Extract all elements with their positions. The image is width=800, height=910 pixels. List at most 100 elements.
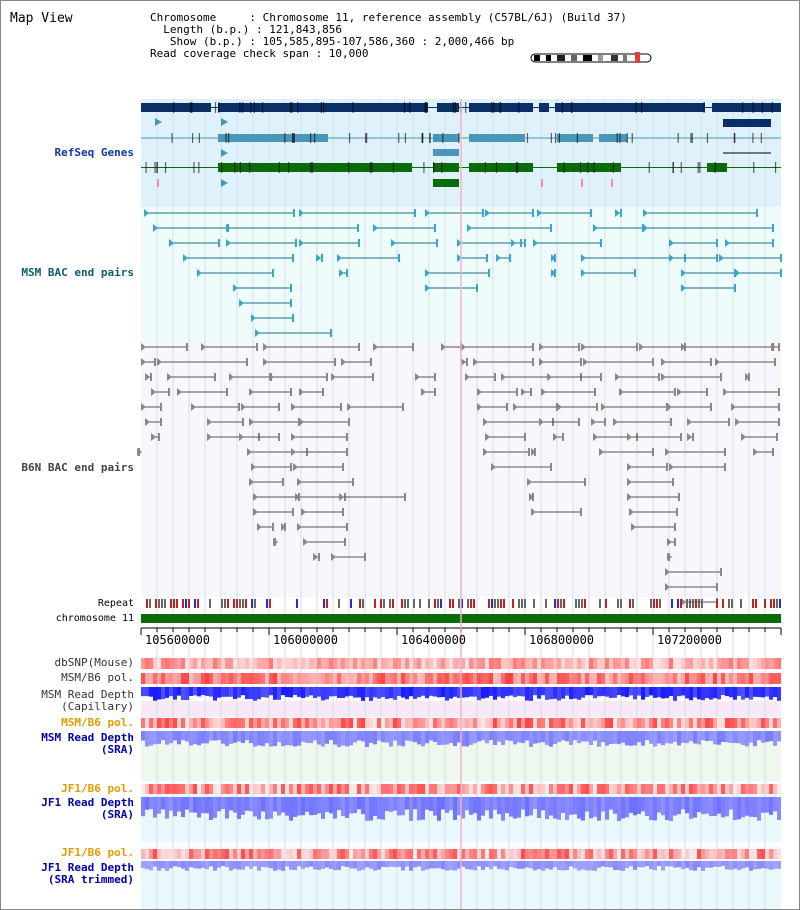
heat-cell (633, 718, 637, 728)
bac-end (550, 463, 552, 471)
repeat-element (269, 599, 271, 608)
depth-bar (141, 731, 145, 741)
heat-cell (437, 658, 441, 669)
heat-cell (293, 673, 297, 684)
depth-bar (225, 731, 229, 747)
depth-bar (197, 687, 201, 697)
heat-cell (537, 658, 541, 669)
gene-marker (581, 179, 583, 187)
depth-bar (301, 731, 305, 742)
heat-cell (541, 784, 545, 794)
bac-end (318, 553, 320, 561)
heat-cell (533, 849, 537, 859)
depth-bar (685, 731, 689, 744)
heat-cell (377, 784, 381, 794)
heat-cell (725, 718, 729, 728)
heat-cell (417, 658, 421, 669)
b6n-bac-track[interactable] (137, 343, 780, 606)
repeat-track[interactable] (146, 599, 781, 608)
heat-cell (649, 658, 653, 669)
refseq-genes-track[interactable] (141, 102, 781, 187)
bac-end (539, 343, 544, 351)
exon-tick (320, 102, 322, 113)
heat-cell (293, 849, 297, 859)
heat-cell (761, 784, 765, 794)
heat-cell (553, 658, 557, 669)
depth-bar (305, 797, 309, 812)
repeat-element (407, 599, 409, 608)
heat-cell (241, 658, 245, 669)
depth-bar (241, 687, 245, 696)
heat-cell (669, 673, 673, 684)
depth-bar (725, 861, 729, 870)
heat-cell (701, 658, 705, 669)
heat-cell (637, 718, 641, 728)
msm-b6-pol-label-2: MSM/B6 pol. (61, 716, 134, 729)
heat-cell (393, 784, 397, 794)
depth-bar (445, 731, 449, 745)
heat-cell (297, 658, 301, 669)
depth-bar (241, 861, 245, 870)
heat-cell (485, 784, 489, 794)
chromosome-ideogram[interactable] (530, 52, 652, 63)
depth-bar (577, 861, 581, 871)
heat-cell (469, 658, 473, 669)
msm-bac-track[interactable] (144, 209, 782, 337)
heat-cell (341, 673, 345, 684)
bac-end (337, 254, 342, 262)
bac-end (229, 373, 234, 381)
depth-bar (321, 731, 325, 747)
depth-bar (621, 687, 625, 697)
b6n-bac-label[interactable]: B6N BAC end pairs (21, 461, 134, 474)
depth-bar (601, 687, 605, 696)
depth-bar (165, 731, 169, 745)
bac-end (772, 239, 774, 247)
heat-cell (669, 849, 673, 859)
heat-cell (613, 673, 617, 684)
depth-bar (329, 731, 333, 741)
bac-end (290, 284, 292, 292)
depth-bar (341, 797, 345, 816)
heat-cell (577, 784, 581, 794)
depth-bar (433, 861, 437, 869)
depth-bar (729, 731, 733, 743)
bac-end (634, 269, 636, 277)
depth-bar (261, 731, 265, 747)
heat-cell (505, 658, 509, 669)
heat-cell (617, 849, 621, 859)
depth-bar (265, 687, 269, 698)
depth-bar (189, 731, 193, 746)
heatmap-tracks[interactable] (141, 658, 781, 859)
heat-cell (425, 849, 429, 859)
heat-cell (741, 658, 745, 669)
depth-tracks[interactable] (141, 687, 781, 871)
bac-end (524, 239, 526, 247)
repeat-element (194, 599, 196, 608)
heat-cell (401, 849, 405, 859)
depth-bar (289, 731, 293, 746)
heat-cell (453, 784, 457, 794)
heat-cell (541, 673, 545, 684)
depth-bar (637, 687, 641, 696)
heat-cell (353, 658, 357, 669)
bac-end (551, 254, 556, 262)
refseq-genes-label[interactable]: RefSeq Genes (54, 146, 134, 159)
depth-bar (277, 731, 281, 743)
heat-cell (201, 718, 205, 728)
depth-bar (413, 687, 417, 699)
depth-bar (485, 797, 489, 811)
bac-end (485, 433, 490, 441)
heat-cell (673, 673, 677, 684)
depth-bar (309, 731, 313, 744)
depth-bar (505, 861, 509, 871)
depth-bar (361, 687, 365, 701)
heat-cell (333, 673, 337, 684)
exon-tick (626, 133, 628, 143)
heat-cell (753, 673, 757, 684)
heat-cell (385, 784, 389, 794)
heat-cell (329, 658, 333, 669)
depth-bar (649, 687, 653, 696)
depth-bar (277, 797, 281, 816)
msm-bac-label[interactable]: MSM BAC end pairs (21, 266, 134, 279)
heat-cell (613, 849, 617, 859)
